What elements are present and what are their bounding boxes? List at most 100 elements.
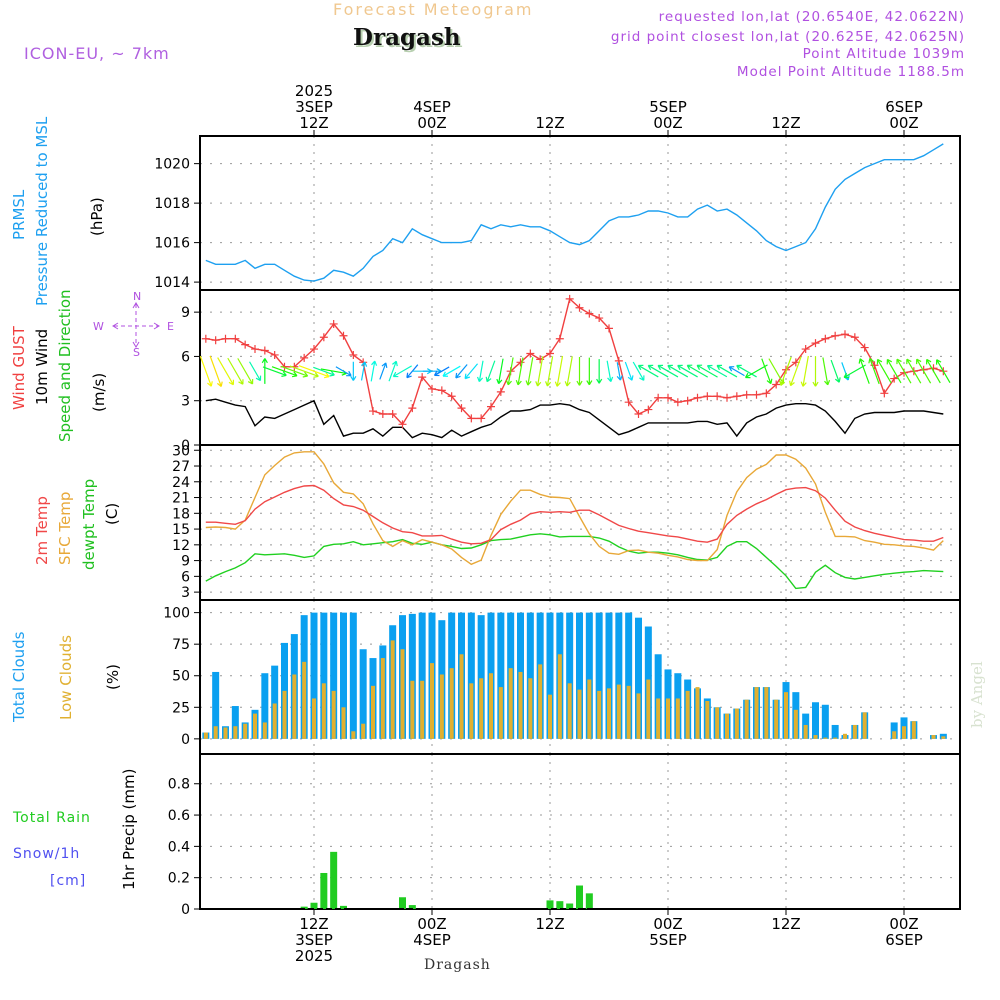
total-cloud-bar <box>821 704 829 739</box>
panel-4: 0 0.2 0.4 0.6 0.8 <box>168 753 961 918</box>
gust-marker <box>378 410 387 418</box>
top-time-label: 6SEP <box>885 98 923 116</box>
total-cloud-bar <box>330 612 338 739</box>
bottom-time-label: 00Z <box>653 915 682 933</box>
total-cloud-bar <box>497 612 505 739</box>
total-cloud-bar <box>271 665 279 739</box>
gust-marker <box>683 396 692 405</box>
gust-marker <box>516 358 525 367</box>
y-tick-label: 0.4 <box>168 839 190 855</box>
snow-label: Snow/1h <box>13 846 81 862</box>
wind-arrow <box>271 366 298 378</box>
low-cloud-bar <box>321 683 326 739</box>
total-cloud-bar <box>595 612 603 739</box>
low-cloud-bar <box>528 678 533 739</box>
low-cloud-bar <box>784 692 788 739</box>
wind-arrow <box>744 364 768 379</box>
gust-marker <box>339 331 348 340</box>
wind-arrow <box>406 364 419 379</box>
gridpoint-coords: grid point closest lon,lat (20.625E, 42.… <box>610 29 965 45</box>
low-cloud-bar <box>390 640 395 739</box>
gust-marker <box>841 330 849 339</box>
wind-speed-line <box>205 398 944 439</box>
low-cloud-bar <box>607 688 611 739</box>
gust-marker <box>329 319 338 328</box>
compass-w: W <box>93 320 104 333</box>
gust-marker <box>555 334 564 343</box>
total-cloud-bar <box>320 612 328 739</box>
gust-marker <box>595 314 604 323</box>
low-cloud-bar <box>577 689 582 739</box>
low-cloud-bar <box>439 674 444 739</box>
y-tick-label: 100 <box>163 606 190 622</box>
wind-arrow <box>476 360 484 383</box>
wind-arrow <box>576 356 583 386</box>
point-altitude: Point Altitude 1039m <box>802 46 965 62</box>
requested-coords: requested lon,lat (20.6540E, 42.0622N) <box>658 9 965 25</box>
gust-marker <box>664 393 672 402</box>
gust-marker <box>201 334 210 343</box>
wind-arrow <box>696 364 718 378</box>
rain-bar <box>300 906 308 909</box>
wind-arrow <box>505 357 514 386</box>
wind-arrow <box>858 358 870 384</box>
total-cloud-bar <box>566 612 574 739</box>
top-time-label: 12Z <box>535 114 564 132</box>
gust-marker <box>654 393 663 402</box>
low-cloud-bar <box>587 679 592 739</box>
wind-arrow <box>298 365 330 379</box>
bottom-time-label: 2025 <box>295 947 333 965</box>
y-tick-label: 0.2 <box>168 871 190 887</box>
low-cloud-bar <box>351 731 356 739</box>
wind-arrow <box>896 358 912 384</box>
total-cloud-bar <box>526 612 534 739</box>
wind-arrow <box>280 365 309 378</box>
low-cloud-bar <box>754 687 759 739</box>
total-cloud-bar <box>890 722 898 739</box>
y-tick-label: 18 <box>172 506 190 522</box>
low-cloud-bar <box>400 649 405 739</box>
low-cloud-bar <box>656 698 661 739</box>
compass-s: S <box>133 346 140 359</box>
wind-arrow <box>564 356 573 387</box>
wind-arrow <box>464 363 479 380</box>
wind-arrow <box>606 360 614 383</box>
rain-bar <box>320 872 328 909</box>
gust-marker <box>300 353 309 362</box>
model-point-altitude: Model Point Altitude 1188.5m <box>736 64 965 80</box>
low-cloud-bar <box>518 671 523 739</box>
gust-marker <box>850 333 859 342</box>
low-cloud-bar <box>833 737 838 739</box>
wind-arrow <box>868 357 880 385</box>
low-cloud-bar <box>272 703 277 739</box>
y-tick-label: 30 <box>172 443 190 459</box>
gust-marker <box>310 345 318 354</box>
low-cloud-bar <box>233 726 238 739</box>
total-cloud-bar <box>261 673 269 739</box>
model-label: ICON-EU, ~ 7km <box>24 44 170 63</box>
gust-marker <box>457 404 466 413</box>
wind-arrow <box>822 357 831 386</box>
y-tick-label: 9 <box>181 554 190 570</box>
gust-marker <box>565 294 574 303</box>
low-cloud-bar <box>626 685 631 739</box>
low-cloud-bar <box>675 698 680 739</box>
wind-arrow <box>779 356 792 386</box>
panel-0: 1014 1016 1018 1020 <box>154 135 961 291</box>
gust-marker <box>260 346 269 355</box>
low-cloud-bar <box>646 679 651 739</box>
wind-arrow <box>632 361 645 381</box>
top-time-label: 00Z <box>889 114 918 132</box>
gust-marker <box>703 392 712 401</box>
top-time-label: 12Z <box>299 114 328 132</box>
wind-arrow <box>800 355 809 387</box>
low-cloud-bar <box>262 722 267 739</box>
total-cloud-bar <box>310 612 318 739</box>
low-cloud-bar <box>774 699 779 739</box>
gust-marker <box>634 410 643 418</box>
wind-arrow <box>686 364 709 378</box>
rain-bar <box>310 902 318 909</box>
wind-arrow <box>677 364 698 378</box>
sfc-temp-line <box>205 451 944 566</box>
low-cloud-bar <box>597 690 602 739</box>
